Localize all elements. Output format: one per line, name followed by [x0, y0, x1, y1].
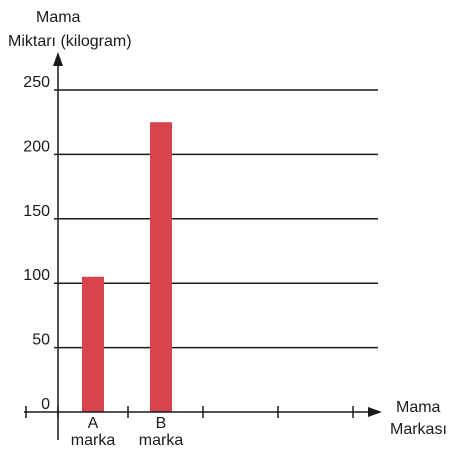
x-category-label: marka [139, 432, 184, 449]
x-category-label: A [88, 415, 99, 432]
y-tick-label: 100 [23, 267, 50, 284]
y-axis-title-line2: Miktarı (kilogram) [8, 33, 132, 50]
x-axis-arrowhead [368, 407, 382, 417]
y-tick-label: 150 [23, 203, 50, 220]
x-axis-title-line2: Markası [390, 421, 447, 438]
x-category-label: marka [71, 432, 116, 449]
x-axis-title-line1: Mama [396, 399, 441, 416]
x-axis-ticks [25, 406, 354, 418]
y-tick-label: 0 [41, 396, 50, 413]
y-tick-labels: 0 50 100 150 200 250 [23, 74, 50, 413]
y-tick-label: 50 [32, 332, 50, 349]
bars [82, 122, 172, 412]
y-axis-title-line1: Mama [36, 9, 81, 26]
x-category-label: B [156, 415, 167, 432]
bar [82, 276, 104, 412]
y-tick-label: 200 [23, 138, 50, 155]
bar [150, 122, 172, 412]
y-axis-arrowhead [53, 52, 63, 66]
gridlines [54, 89, 378, 349]
y-tick-label: 250 [23, 74, 50, 91]
